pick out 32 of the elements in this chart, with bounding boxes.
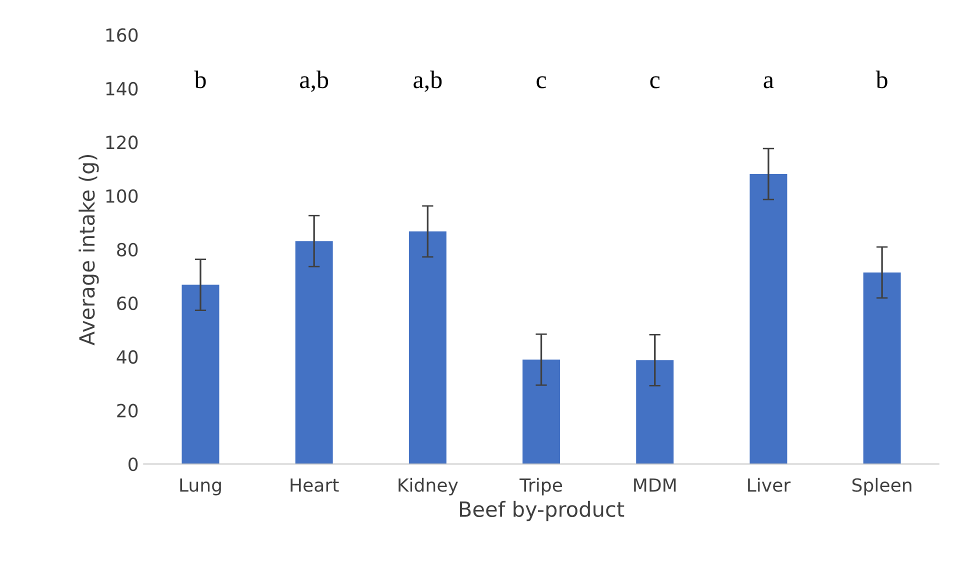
x-tick-label: Lung bbox=[180, 478, 221, 496]
x-axis-title: Beef by-product bbox=[460, 500, 624, 522]
bar bbox=[750, 174, 788, 464]
bar bbox=[182, 284, 220, 464]
y-tick-label: 80 bbox=[117, 242, 138, 257]
y-axis-title: Average intake (g) bbox=[78, 155, 99, 346]
annotation: a bbox=[764, 76, 774, 88]
y-tick-label: 100 bbox=[106, 189, 138, 203]
y-tick-label: 0 bbox=[128, 457, 138, 472]
y-tick-label: 60 bbox=[117, 296, 138, 310]
annotation: b bbox=[194, 70, 206, 88]
annotation: c bbox=[536, 76, 546, 88]
y-tick-label: 120 bbox=[106, 136, 138, 150]
x-tick-label: Heart bbox=[290, 478, 339, 492]
y-tick-label: 20 bbox=[117, 404, 138, 418]
x-tick-label: Kidney bbox=[398, 478, 458, 496]
y-tick-label: 140 bbox=[106, 82, 138, 96]
annotation: b bbox=[876, 70, 888, 88]
x-tick-label: MDM bbox=[634, 478, 676, 492]
annotation: a,b bbox=[300, 70, 328, 92]
x-tick-label: Spleen bbox=[852, 478, 912, 496]
bar bbox=[636, 360, 674, 464]
bar bbox=[863, 272, 901, 464]
x-tick-label: Liver bbox=[748, 478, 791, 492]
bar bbox=[522, 360, 560, 464]
y-tick-label: 160 bbox=[106, 28, 138, 42]
x-tick-label: Tripe bbox=[520, 478, 562, 496]
bar bbox=[408, 231, 446, 464]
bar bbox=[295, 241, 333, 464]
y-tick-label: 40 bbox=[116, 350, 138, 364]
annotation: c bbox=[650, 76, 660, 88]
annotation: a,b bbox=[414, 70, 442, 92]
